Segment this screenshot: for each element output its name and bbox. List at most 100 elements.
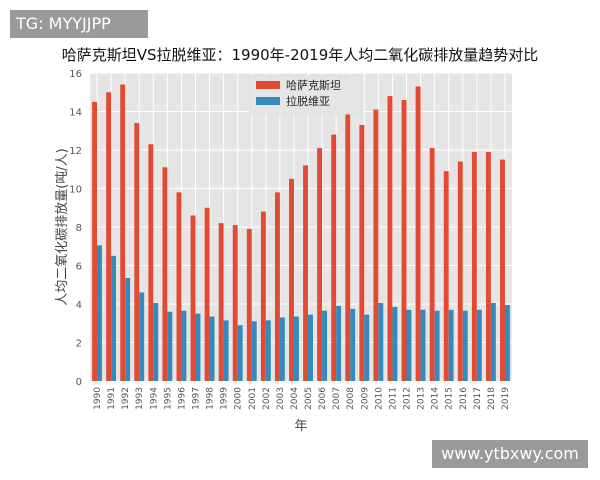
bar-latvia xyxy=(476,309,482,381)
bar-kazakhstan xyxy=(134,123,140,382)
legend-swatch xyxy=(256,97,280,105)
watermark-top-left: TG: MYYJJPP xyxy=(10,10,148,38)
y-tick-label: 2 xyxy=(76,339,82,350)
x-tick-label: 2010 xyxy=(374,387,384,410)
legend-label: 哈萨克斯坦 xyxy=(286,78,341,92)
bar-kazakhstan xyxy=(106,92,112,381)
bar-kazakhstan xyxy=(176,192,182,381)
x-tick-label: 2004 xyxy=(290,387,300,410)
bar-latvia xyxy=(111,255,117,381)
x-tick-label: 2000 xyxy=(234,387,244,410)
x-tick-label: 2014 xyxy=(431,387,441,410)
bar-latvia xyxy=(223,320,229,381)
x-tick-label: 1997 xyxy=(192,387,202,410)
x-tick-label: 1994 xyxy=(149,387,159,410)
bar-latvia xyxy=(434,310,440,381)
x-tick-label: 2007 xyxy=(332,387,342,410)
x-tick-label: 2017 xyxy=(473,387,483,410)
bar-kazakhstan xyxy=(401,99,407,381)
bar-latvia xyxy=(378,303,384,381)
legend-label: 拉脱维亚 xyxy=(286,94,330,108)
x-tick-label: 2016 xyxy=(459,387,469,410)
bar-kazakhstan xyxy=(204,207,210,381)
bar-kazakhstan xyxy=(387,96,393,381)
x-tick-label: 1990 xyxy=(93,387,103,410)
bar-latvia xyxy=(490,303,496,381)
bar-latvia xyxy=(350,308,356,381)
bar-latvia xyxy=(462,310,468,381)
bar-kazakhstan xyxy=(429,148,435,381)
x-tick-label: 1991 xyxy=(107,387,117,410)
x-tick-label: 2005 xyxy=(304,387,314,410)
watermark-bottom-right: www.ytbxwy.com xyxy=(432,440,588,468)
bar-kazakhstan xyxy=(218,223,224,381)
x-tick-label: 2015 xyxy=(445,387,455,410)
bar-kazakhstan xyxy=(190,215,196,381)
bar-kazakhstan xyxy=(457,161,463,381)
bar-latvia xyxy=(420,309,426,381)
bar-latvia xyxy=(364,314,370,381)
bar-kazakhstan xyxy=(120,84,126,382)
x-tick-label: 2009 xyxy=(360,387,370,410)
bar-latvia xyxy=(322,310,328,381)
bar-kazakhstan xyxy=(303,165,309,381)
bar-latvia xyxy=(153,303,159,381)
bar-latvia xyxy=(265,320,271,381)
y-tick-label: 6 xyxy=(76,262,82,273)
bar-kazakhstan xyxy=(331,134,337,381)
bar-latvia xyxy=(504,304,510,381)
bar-kazakhstan xyxy=(500,159,505,381)
bar-kazakhstan xyxy=(485,151,491,381)
bar-kazakhstan xyxy=(317,148,323,381)
x-tick-label: 2012 xyxy=(403,387,413,410)
bar-latvia xyxy=(251,321,257,381)
y-tick-label: 14 xyxy=(69,108,82,119)
y-tick-label: 4 xyxy=(76,300,82,311)
x-tick-label: 2001 xyxy=(248,387,258,410)
bar-latvia xyxy=(308,314,313,381)
x-tick-label: 2008 xyxy=(346,387,356,410)
bar-latvia xyxy=(139,292,145,381)
bar-latvia xyxy=(167,311,173,381)
bar-latvia xyxy=(237,325,243,381)
x-tick-label: 2019 xyxy=(501,387,511,410)
bar-latvia xyxy=(336,305,342,381)
bar-latvia xyxy=(195,313,201,381)
y-tick-label: 0 xyxy=(76,377,82,388)
bar-kazakhstan xyxy=(162,167,168,381)
bar-latvia xyxy=(392,306,398,381)
x-tick-label: 1998 xyxy=(206,387,216,410)
y-tick-label: 16 xyxy=(69,69,82,80)
bar-latvia xyxy=(293,316,299,381)
y-tick-label: 10 xyxy=(69,185,82,196)
x-tick-label: 1999 xyxy=(220,387,230,410)
bar-kazakhstan xyxy=(415,86,421,381)
chart-title: 哈萨克斯坦VS拉脱维亚：1990年-2019年人均二氧化碳排放量趋势对比 xyxy=(61,46,539,64)
bar-kazakhstan xyxy=(373,109,379,381)
x-tick-label: 1996 xyxy=(177,387,187,410)
bar-kazakhstan xyxy=(148,144,154,381)
bar-kazakhstan xyxy=(289,178,294,381)
x-tick-label: 1993 xyxy=(135,387,145,410)
bar-latvia xyxy=(97,245,102,381)
x-tick-label: 1992 xyxy=(121,387,131,410)
bar-latvia xyxy=(181,310,187,381)
x-tick-label: 2002 xyxy=(262,387,272,410)
x-tick-label: 2006 xyxy=(318,387,328,410)
x-tick-label: 2011 xyxy=(388,387,398,410)
bar-latvia xyxy=(406,309,412,381)
bar-kazakhstan xyxy=(246,228,252,381)
y-tick-label: 12 xyxy=(69,146,82,157)
bar-kazakhstan xyxy=(345,111,351,381)
bar-kazakhstan xyxy=(471,151,477,381)
x-tick-label: 1995 xyxy=(163,387,173,410)
x-axis-label: 年 xyxy=(294,419,307,434)
bar-latvia xyxy=(125,278,131,381)
legend-swatch xyxy=(256,81,280,89)
y-tick-label: 8 xyxy=(76,223,82,234)
bar-latvia xyxy=(209,316,215,381)
x-tick-label: 2013 xyxy=(417,387,427,410)
bar-latvia xyxy=(448,309,454,381)
x-tick-label: 2003 xyxy=(276,387,286,410)
